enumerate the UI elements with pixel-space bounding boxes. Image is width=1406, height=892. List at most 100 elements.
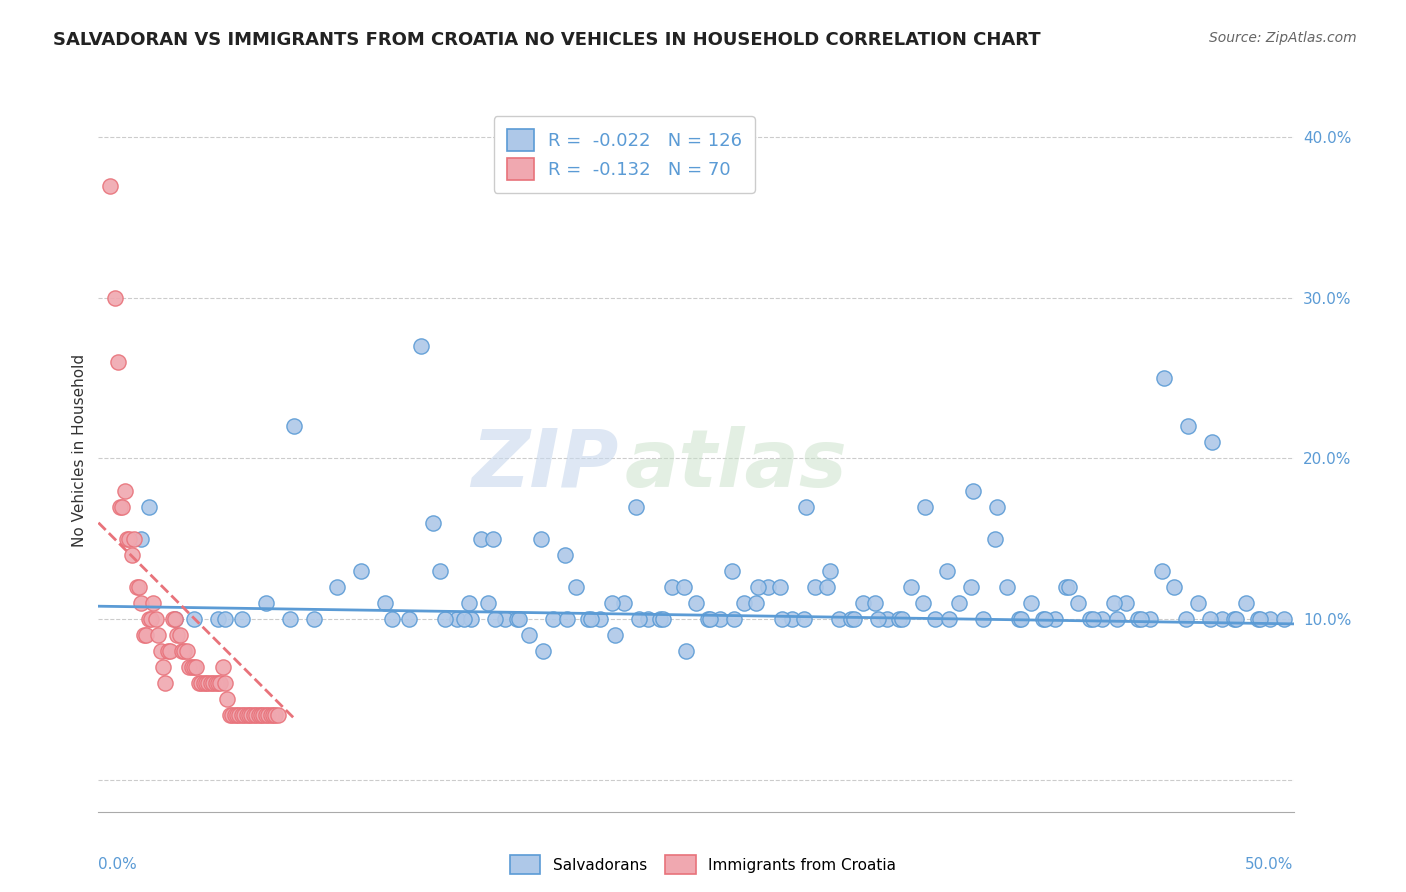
Point bbox=[180, 660, 202, 674]
Point bbox=[1032, 612, 1054, 626]
Point bbox=[648, 612, 672, 626]
Point bbox=[1163, 580, 1185, 594]
Point bbox=[209, 676, 232, 690]
Point bbox=[995, 580, 1018, 594]
Point bbox=[172, 644, 194, 658]
Point bbox=[911, 596, 934, 610]
Point bbox=[250, 708, 273, 723]
Point bbox=[602, 596, 624, 610]
Point bbox=[1258, 612, 1281, 626]
Point bbox=[699, 612, 721, 626]
Point bbox=[166, 628, 188, 642]
Point bbox=[132, 628, 155, 642]
Point bbox=[183, 612, 205, 626]
Point bbox=[818, 564, 841, 578]
Point bbox=[381, 612, 404, 626]
Point bbox=[756, 580, 779, 594]
Point bbox=[125, 580, 148, 594]
Point bbox=[1081, 612, 1104, 626]
Point bbox=[1105, 612, 1128, 626]
Point bbox=[484, 612, 506, 626]
Point bbox=[197, 676, 219, 690]
Text: 50.0%: 50.0% bbox=[1246, 856, 1294, 871]
Point bbox=[506, 612, 529, 626]
Point bbox=[283, 419, 305, 434]
Point bbox=[148, 628, 170, 642]
Point bbox=[986, 500, 1008, 514]
Point bbox=[254, 708, 277, 723]
Legend: R =  -0.022   N = 126, R =  -0.132   N = 70: R = -0.022 N = 126, R = -0.132 N = 70 bbox=[494, 116, 755, 193]
Point bbox=[936, 564, 959, 578]
Point bbox=[531, 644, 554, 658]
Point bbox=[1104, 596, 1126, 610]
Point bbox=[262, 708, 284, 723]
Point bbox=[675, 644, 697, 658]
Point bbox=[1175, 612, 1198, 626]
Point bbox=[152, 660, 174, 674]
Point bbox=[793, 612, 815, 626]
Point bbox=[163, 612, 186, 626]
Point bbox=[278, 612, 301, 626]
Point bbox=[398, 612, 420, 626]
Point bbox=[637, 612, 659, 626]
Point bbox=[142, 596, 165, 610]
Point bbox=[243, 708, 266, 723]
Point bbox=[252, 708, 274, 723]
Point bbox=[267, 708, 290, 723]
Point bbox=[1211, 612, 1233, 626]
Point bbox=[1225, 612, 1247, 626]
Point bbox=[1223, 612, 1246, 626]
Point bbox=[207, 676, 229, 690]
Point bbox=[866, 612, 889, 626]
Point bbox=[852, 596, 875, 610]
Point bbox=[195, 676, 218, 690]
Point bbox=[163, 612, 186, 626]
Point bbox=[1008, 612, 1031, 626]
Point bbox=[214, 612, 236, 626]
Point bbox=[477, 596, 499, 610]
Point bbox=[541, 612, 564, 626]
Point bbox=[1153, 371, 1175, 385]
Point bbox=[124, 532, 146, 546]
Point bbox=[1247, 612, 1270, 626]
Point bbox=[890, 612, 912, 626]
Point bbox=[121, 548, 143, 562]
Point bbox=[221, 708, 243, 723]
Point bbox=[411, 339, 433, 353]
Point bbox=[1152, 564, 1174, 578]
Point bbox=[231, 708, 253, 723]
Point bbox=[494, 612, 516, 626]
Point bbox=[207, 612, 229, 626]
Point bbox=[108, 500, 131, 514]
Point bbox=[1187, 596, 1209, 610]
Point bbox=[815, 580, 838, 594]
Point bbox=[1234, 596, 1257, 610]
Point bbox=[721, 564, 744, 578]
Point bbox=[131, 596, 153, 610]
Point bbox=[1091, 612, 1114, 626]
Point bbox=[470, 532, 492, 546]
Point bbox=[434, 612, 457, 626]
Point bbox=[162, 612, 184, 626]
Point bbox=[245, 708, 267, 723]
Point bbox=[697, 612, 720, 626]
Point bbox=[115, 532, 138, 546]
Point bbox=[145, 612, 167, 626]
Point bbox=[135, 628, 157, 642]
Point bbox=[233, 708, 256, 723]
Point bbox=[453, 612, 475, 626]
Point bbox=[139, 612, 162, 626]
Point bbox=[187, 676, 209, 690]
Point bbox=[517, 628, 540, 642]
Point bbox=[458, 596, 481, 610]
Point bbox=[240, 708, 263, 723]
Point bbox=[1067, 596, 1090, 610]
Point bbox=[186, 660, 208, 674]
Point bbox=[1080, 612, 1102, 626]
Point bbox=[98, 178, 122, 193]
Point bbox=[554, 548, 576, 562]
Point bbox=[589, 612, 612, 626]
Point bbox=[214, 676, 236, 690]
Point bbox=[889, 612, 911, 626]
Point bbox=[228, 708, 250, 723]
